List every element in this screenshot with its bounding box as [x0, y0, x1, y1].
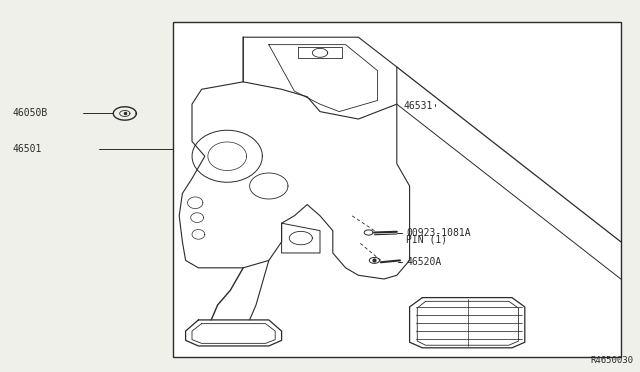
Text: PIN (1): PIN (1) — [406, 235, 447, 245]
Text: R4650030: R4650030 — [591, 356, 634, 365]
Text: 46501: 46501 — [13, 144, 42, 154]
Text: 46531: 46531 — [403, 101, 433, 111]
Bar — [173, 22, 621, 357]
Text: 46050B: 46050B — [13, 109, 48, 118]
Text: 00923-1081A: 00923-1081A — [406, 228, 471, 237]
Text: 46520A: 46520A — [406, 257, 442, 267]
